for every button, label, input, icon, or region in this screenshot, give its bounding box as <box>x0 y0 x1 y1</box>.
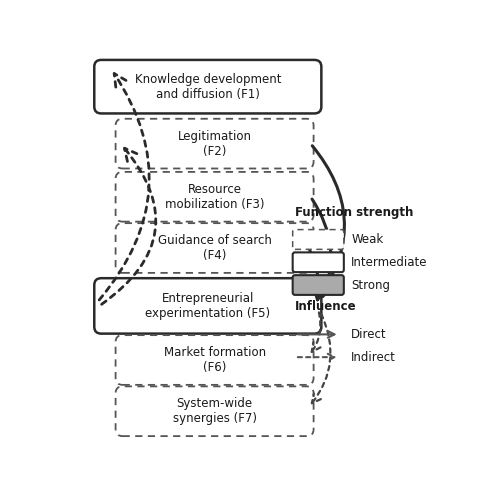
Text: Influence: Influence <box>295 301 356 314</box>
FancyBboxPatch shape <box>116 335 314 385</box>
Text: Resource
mobilization (F3): Resource mobilization (F3) <box>165 183 264 211</box>
FancyBboxPatch shape <box>292 230 344 249</box>
FancyBboxPatch shape <box>94 60 322 113</box>
Text: Entrepreneurial
experimentation (F5): Entrepreneurial experimentation (F5) <box>145 292 270 320</box>
FancyBboxPatch shape <box>116 387 314 436</box>
FancyBboxPatch shape <box>94 278 322 334</box>
Text: Weak: Weak <box>351 233 384 246</box>
Text: Direct: Direct <box>351 328 387 341</box>
Text: Indirect: Indirect <box>351 351 396 364</box>
FancyBboxPatch shape <box>116 119 314 169</box>
Text: Knowledge development
and diffusion (F1): Knowledge development and diffusion (F1) <box>134 72 281 101</box>
Text: Legitimation
(F2): Legitimation (F2) <box>178 130 252 158</box>
Text: Strong: Strong <box>351 279 390 291</box>
Text: System-wide
synergies (F7): System-wide synergies (F7) <box>172 397 256 425</box>
FancyBboxPatch shape <box>292 252 344 272</box>
Text: Function strength: Function strength <box>295 206 414 218</box>
Text: Market formation
(F6): Market formation (F6) <box>164 346 266 374</box>
Text: Intermediate: Intermediate <box>351 256 428 269</box>
Text: Guidance of search
(F4): Guidance of search (F4) <box>158 234 272 262</box>
FancyBboxPatch shape <box>116 172 314 222</box>
FancyBboxPatch shape <box>116 223 314 273</box>
FancyBboxPatch shape <box>292 275 344 295</box>
